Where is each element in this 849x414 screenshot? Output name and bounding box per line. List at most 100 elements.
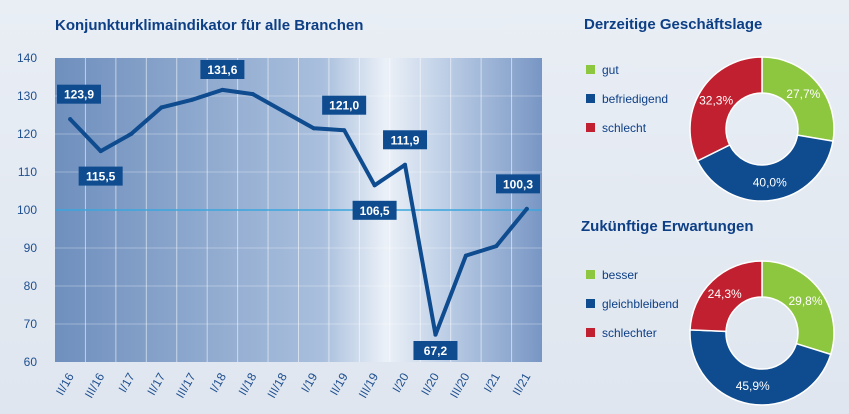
data-point (342, 128, 347, 133)
slice-labels: 27,7% 40,0% 32,3% (699, 87, 821, 189)
donut-slice (689, 260, 763, 333)
legend-label: schlecht (602, 121, 647, 135)
data-point (281, 109, 286, 114)
slice-label: 24,3% (708, 287, 742, 301)
data-label-box (496, 174, 540, 194)
x-tick-label: III/17 (173, 370, 199, 400)
y-tick-label: 70 (24, 317, 38, 331)
y-tick-label: 140 (17, 51, 37, 65)
donut-chart-expectations: Zukünftige Erwartungen besser gleichbleib… (581, 218, 835, 406)
data-point (372, 183, 377, 188)
legend: gut befriedigend schlecht (586, 63, 668, 135)
series (68, 87, 529, 337)
y-tick-label: 100 (17, 203, 37, 217)
y-tick-label: 60 (24, 355, 38, 369)
legend-swatch (586, 299, 595, 308)
data-label: 106,5 (352, 200, 397, 220)
legend-swatch (586, 65, 595, 74)
data-point (68, 117, 73, 122)
y-tick-label: 110 (18, 165, 37, 179)
slices (689, 260, 835, 406)
data-label: 111,9 (383, 130, 428, 150)
x-tick-label: I/21 (481, 370, 503, 395)
data-label-text: 123,9 (64, 88, 94, 102)
legend-label: gleichbleibend (602, 297, 679, 311)
donut-slice (689, 329, 832, 406)
line-chart-title: Konjunkturklimaindikator für alle Branch… (55, 17, 363, 34)
legend-label: schlechter (602, 326, 657, 340)
data-point (433, 332, 438, 337)
x-tick-label: III/16 (82, 370, 108, 400)
data-point (98, 149, 103, 154)
data-point (463, 253, 468, 258)
x-axis: II/16 III/16 I/17 II/17 III/17 I/18 II/18 III/1… (53, 370, 534, 400)
donut-slice (696, 134, 834, 202)
data-label: 100,3 (496, 174, 540, 194)
data-label-box (352, 200, 397, 220)
data-label: 121,0 (322, 95, 367, 115)
data-label-text: 106,5 (360, 204, 390, 218)
slice-label: 27,7% (786, 87, 820, 101)
y-tick-label: 90 (24, 241, 38, 255)
data-label-text: 115,5 (86, 170, 116, 184)
data-point (129, 132, 134, 136)
slice-label: 40,0% (753, 175, 787, 189)
data-point (403, 162, 408, 167)
y-tick-label: 120 (17, 127, 37, 141)
x-tick-label: III/18 (264, 370, 290, 400)
legend-label: gut (602, 63, 619, 77)
x-tick-label: II/18 (236, 370, 260, 398)
data-label-box (78, 166, 123, 186)
legend: besser gleichbleibend schlechter (586, 268, 679, 340)
x-tick-label: II/16 (53, 370, 77, 398)
data-label-text: 121,0 (329, 99, 359, 113)
x-tick-label: I/18 (207, 370, 229, 395)
y-tick-label: 130 (17, 89, 37, 103)
data-label-text: 111,9 (391, 133, 420, 147)
donut-2-title: Zukünftige Erwartungen (581, 218, 754, 235)
data-label: 131,6 (200, 60, 245, 79)
x-tick-label: II/19 (327, 370, 351, 398)
legend-label: befriedigend (602, 92, 668, 106)
donut-chart-current: Derzeitige Geschäftslage gut befriedigend… (584, 16, 835, 202)
data-label-text: 131,6 (207, 63, 237, 77)
x-tick-label: I/17 (116, 370, 138, 395)
legend-swatch (586, 94, 595, 103)
data-label-text: 100,3 (503, 177, 533, 191)
slice-label: 29,8% (788, 294, 822, 308)
data-label-box (200, 60, 245, 79)
donut-slice (689, 56, 763, 162)
data-label-box (57, 84, 101, 104)
legend-swatch (586, 123, 595, 132)
data-label-box (413, 341, 458, 360)
data-label-text: 67,2 (424, 344, 448, 358)
y-tick-label: 80 (24, 279, 38, 293)
slice-label: 45,9% (736, 379, 770, 393)
x-tick-label: II/21 (510, 370, 534, 398)
slices (689, 56, 835, 202)
slice-labels: 29,8% 45,9% 24,3% (708, 287, 823, 393)
data-point (250, 92, 255, 97)
legend-swatch (586, 328, 595, 337)
data-label: 115,5 (78, 166, 123, 186)
data-point (311, 126, 316, 131)
legend-label: besser (602, 268, 638, 282)
x-tick-label: I/19 (298, 370, 320, 395)
data-point (494, 244, 499, 249)
y-axis: 60 70 80 90 100 110 120 130 140 (17, 51, 37, 369)
x-tick-label: II/17 (144, 370, 168, 398)
data-label: 123,9 (57, 84, 101, 104)
donut-1-title: Derzeitige Geschäftslage (584, 16, 762, 33)
donut-slice (761, 260, 835, 356)
data-point (220, 87, 225, 92)
data-point (524, 206, 529, 211)
x-tick-label: III/20 (447, 370, 473, 400)
series-line (68, 87, 529, 337)
legend-swatch (586, 270, 595, 279)
data-point (189, 97, 194, 102)
data-label-box (383, 130, 428, 150)
donut-slice (761, 56, 835, 143)
line-chart: Konjunkturklimaindikator für alle Branch… (17, 17, 542, 401)
data-label: 67,2 (413, 341, 458, 360)
x-tick-label: II/20 (418, 370, 442, 398)
